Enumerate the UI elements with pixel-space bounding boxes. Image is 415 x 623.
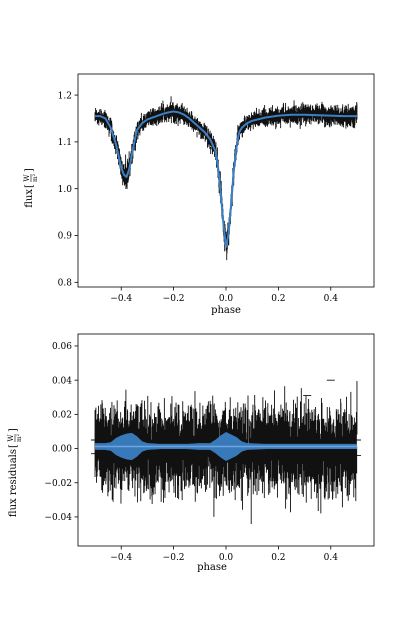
flux-observed-errorbars	[94, 96, 358, 261]
flux-model-curve	[95, 110, 357, 249]
residuals-panel: −0.4 −0.2 0.0 0.2 0.4 −0.04 −0.02 0.00 0.02 0.04…	[7, 333, 375, 573]
residuals-x-tick-label: −0.2	[163, 553, 185, 563]
residuals-y-axis-unit-denominator: m²	[16, 433, 23, 442]
flux-x-tick-label: −0.4	[110, 294, 132, 304]
residuals-x-tick-label: −0.4	[110, 553, 132, 563]
residuals-y-tick-label: 0.04	[52, 376, 72, 386]
residuals-y-tick-label: 0.06	[52, 342, 72, 352]
flux-y-tick-label: 0.9	[58, 232, 73, 242]
residuals-x-axis-label: phase	[197, 562, 227, 573]
flux-y-axis-label-open-bracket: [	[24, 184, 35, 188]
residuals-y-axis-label: flux residuals [ W m² ]	[7, 428, 23, 517]
flux-panel: −0.4 −0.2 0.0 0.2 0.4 0.80.91.01.11.2 phase …	[23, 73, 375, 316]
flux-y-tick-label: 0.8	[58, 279, 73, 289]
flux-x-tick-label: 0.4	[324, 294, 339, 304]
flux-x-ticks: −0.4 −0.2 0.0 0.2 0.4	[110, 287, 338, 304]
residuals-y-axis-label-open-bracket: [	[8, 444, 19, 448]
residuals-errorbar-caps	[91, 379, 361, 456]
flux-y-axis-label-close-bracket: ]	[24, 168, 35, 172]
flux-x-axis-label: phase	[211, 305, 241, 316]
flux-x-tick-label: 0.2	[271, 294, 285, 304]
residuals-y-axis-label-main: flux residuals	[8, 449, 19, 517]
residuals-x-tick-label: 0.4	[324, 553, 339, 563]
residuals-x-tick-label: 0.2	[271, 553, 285, 563]
flux-y-axis-label: flux [ W m² ]	[23, 168, 39, 208]
residuals-x-ticks: −0.4 −0.2 0.0 0.2 0.4	[110, 546, 338, 563]
flux-y-tick-label: 1.0	[58, 185, 73, 195]
flux-y-ticks: 0.8 0.9 1.0 1.1 1.2	[58, 91, 78, 289]
flux-data-errorbars	[94, 96, 358, 261]
residuals-y-tick-label: 0.00	[52, 445, 72, 455]
residuals-x-tick-label: 0.0	[219, 553, 234, 563]
flux-x-tick-label: −0.2	[163, 294, 185, 304]
flux-y-axis-label-main: flux	[24, 189, 35, 208]
flux-y-axis-unit-numerator: W	[23, 174, 31, 182]
residuals-model-band	[95, 432, 357, 461]
flux-y-axis-unit-denominator: m²	[32, 173, 39, 182]
residuals-y-tick-label: −0.04	[44, 513, 72, 523]
residuals-y-axis-label-close-bracket: ]	[8, 428, 19, 432]
residuals-y-tick-label: 0.02	[52, 411, 72, 421]
flux-model-line	[95, 110, 357, 249]
residuals-y-ticks: −0.04 −0.02 0.00 0.02 0.04 0.06	[44, 342, 78, 523]
flux-y-tick-label: 1.1	[58, 138, 72, 148]
flux-x-tick-label: 0.0	[219, 294, 234, 304]
residuals-y-axis-unit-numerator: W	[7, 434, 15, 442]
flux-y-tick-label: 1.2	[58, 91, 72, 101]
residuals-y-tick-label: −0.02	[44, 479, 72, 489]
